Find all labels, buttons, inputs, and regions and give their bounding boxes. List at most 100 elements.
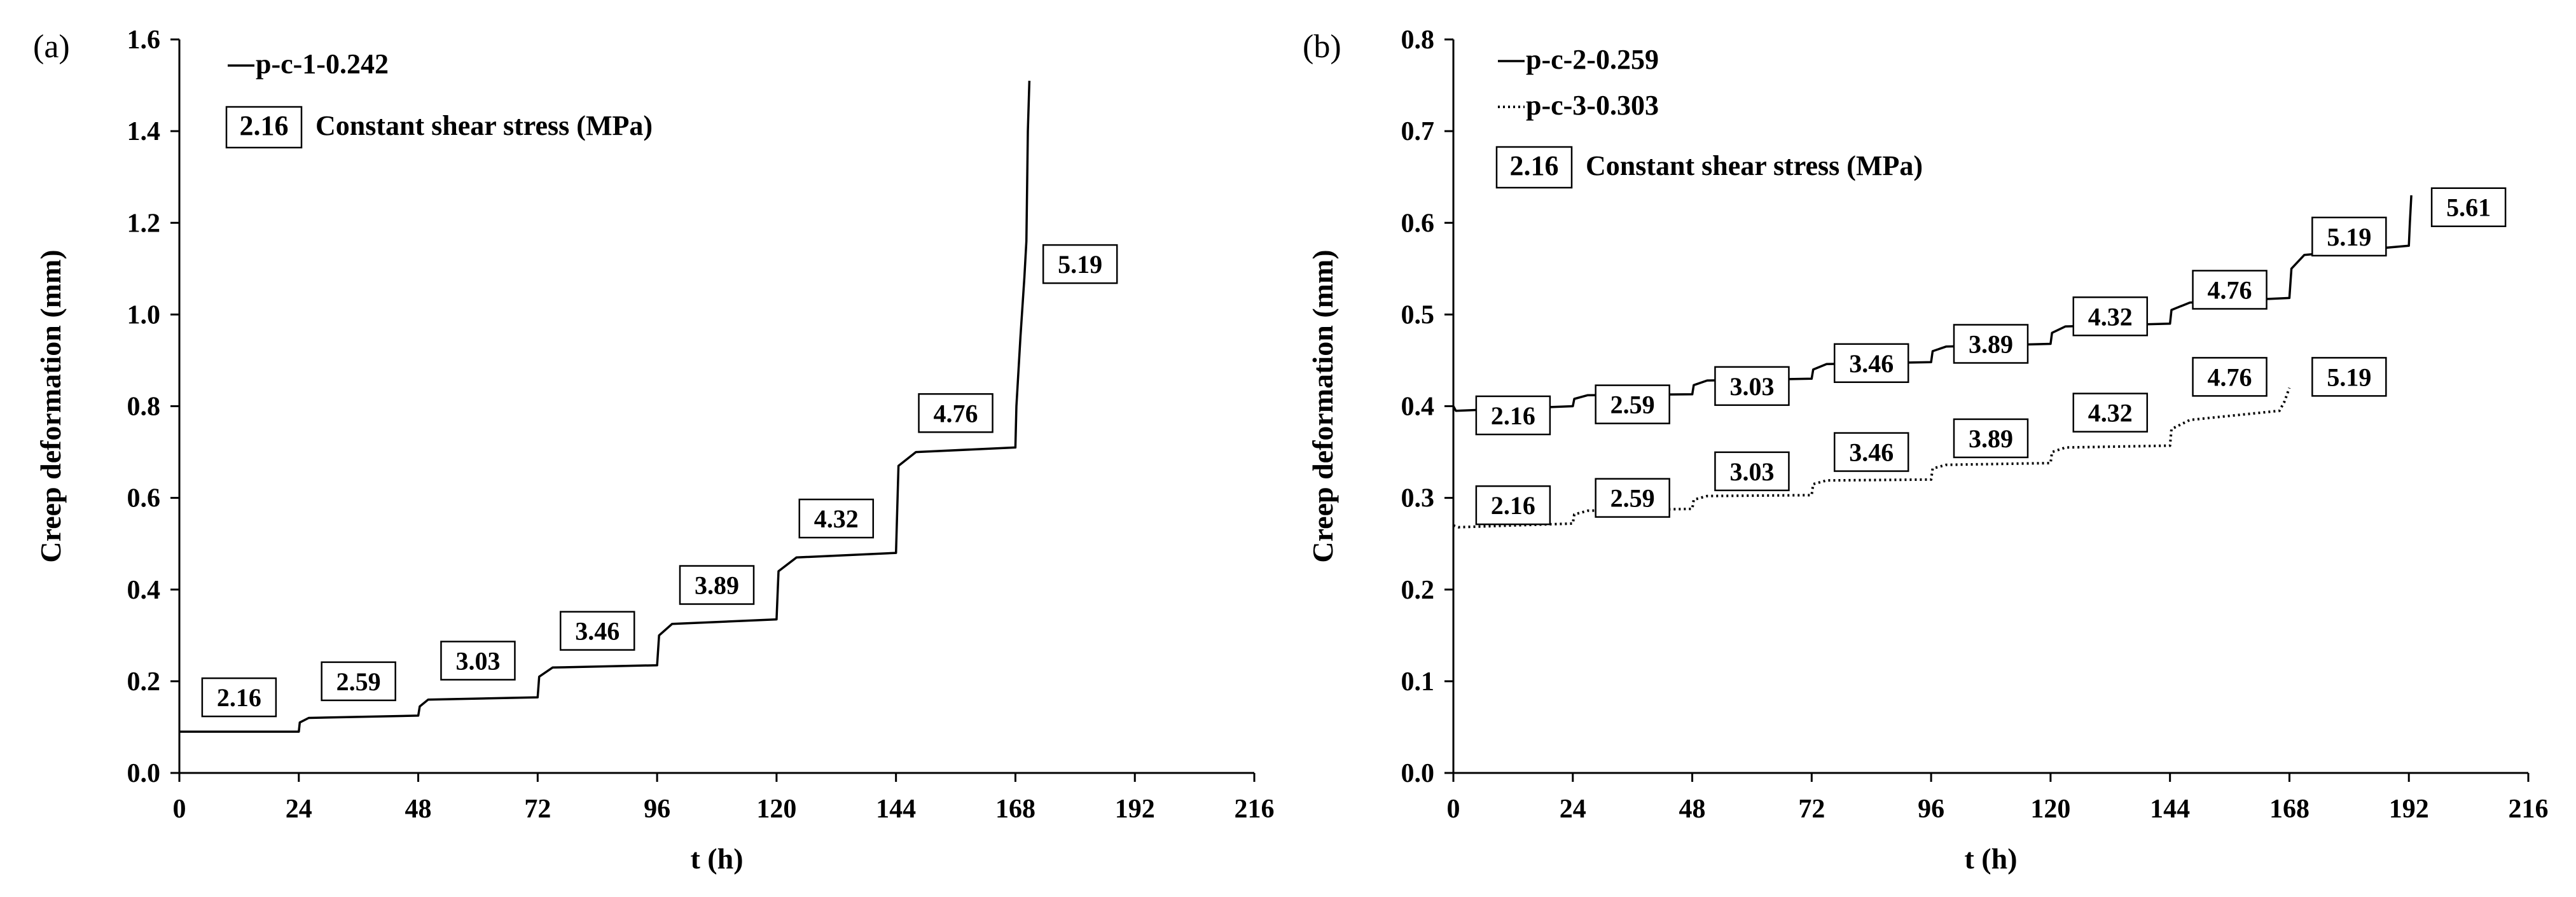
y-tick-label: 0.8 [1401,25,1435,55]
stress-label-frame [2192,270,2268,310]
y-tick-label: 1.6 [127,25,161,55]
stress-label-frame [440,641,516,681]
stress-label-frame [1953,418,2029,459]
y-tick-label: 0.5 [1401,300,1435,330]
stress-label: 4.32 [2088,399,2133,428]
series-line-p-c-2-0.259 [1452,195,2413,412]
box-legend-sample: 2.16 [240,110,289,141]
stress-label-frame [1833,343,1909,384]
legend-label: p-c-3-0.303 [1526,90,1659,121]
x-tick-label: 72 [524,795,551,824]
x-tick-label: 216 [1235,795,1275,824]
stress-label-frame [679,565,755,605]
y-tick-label: 0.6 [127,484,161,513]
box-legend-sample-frame [1495,146,1573,189]
stress-label: 4.76 [934,399,978,428]
stress-label-frame [1475,485,1551,525]
stress-label: 3.03 [1729,457,1774,486]
panel-label: (b) [1303,29,1341,65]
stress-label-frame [2072,296,2149,337]
y-tick-label: 0.0 [1401,759,1435,788]
stress-label-frame [2430,187,2507,227]
stress-label-frame [798,498,875,539]
stress-label: 3.89 [695,571,739,600]
stress-label-frame [1042,244,1118,284]
stress-label: 5.61 [2446,193,2491,222]
x-tick-label: 0 [1447,795,1460,824]
stress-label: 3.89 [1969,424,2013,453]
x-axis-title: t (h) [1964,842,2017,875]
x-tick-label: 48 [405,795,432,824]
stress-label: 5.19 [1058,250,1102,279]
stress-label-frame [2311,216,2387,257]
stress-label: 2.59 [1610,391,1655,419]
x-tick-label: 120 [2030,795,2070,824]
x-tick-label: 168 [2269,795,2309,824]
x-tick-label: 96 [1918,795,1944,824]
y-axis-title: Creep deformation (mm) [1306,249,1339,562]
stress-label-frame [1953,324,2029,364]
y-tick-label: 1.4 [127,117,161,146]
y-tick-label: 0.2 [1401,576,1435,605]
stress-label: 3.89 [1969,330,2013,358]
stress-label: 2.16 [1491,401,1535,430]
stress-label-frame [1714,366,1790,407]
y-tick-label: 0.3 [1401,484,1435,513]
stress-label: 5.19 [2327,223,2371,251]
x-tick-label: 192 [1115,795,1155,824]
box-legend-text: Constant shear stress (MPa) [315,110,653,141]
x-tick-label: 192 [2389,795,2429,824]
stress-label-frame [1475,395,1551,436]
stress-label: 5.19 [2327,363,2371,391]
x-tick-label: 96 [644,795,670,824]
y-tick-label: 0.1 [1401,667,1435,697]
y-axis-title: Creep deformation (mm) [34,249,67,562]
stress-label-frame [1595,478,1670,518]
chart-panel-a: (a) 0.0 0.2 0.4 0.6 0.8 1.0 1.2 1.4 1.6 0 24 48 72 96 1… [33,25,1275,875]
legend-label: p-c-1-0.242 [256,48,389,80]
stress-label-frame [2311,357,2387,397]
stress-label: 4.76 [2208,363,2252,391]
stress-label: 2.59 [1610,484,1655,513]
x-tick-label: 168 [995,795,1035,824]
y-tick-label: 0.0 [127,759,161,788]
chart-panel-b: (b) 0.0 0.1 0.2 0.3 0.4 0.5 0.6 0.7 0.8 0 24 48 72 96 1… [1303,25,2549,875]
panel-label: (a) [33,29,70,65]
stress-label-frame [559,611,635,651]
series-line-p-c-1-0.242 [179,80,1031,733]
stress-label: 4.32 [814,504,859,533]
stress-label-frame [1833,432,1909,472]
x-tick-label: 144 [2150,795,2190,824]
stress-label: 4.76 [2208,275,2252,304]
box-legend-sample-frame [225,106,303,149]
stress-label-frame [2072,393,2149,433]
y-tick-label: 0.4 [1401,393,1435,422]
series-line-p-c-3-0.303 [1453,387,2291,529]
stress-label: 2.16 [1491,491,1535,520]
stress-label-frame [201,677,277,718]
stress-label-frame [2192,357,2268,397]
stress-label: 4.32 [2088,302,2133,331]
stress-label: 3.46 [1849,349,1894,378]
y-tick-label: 1.2 [127,209,161,238]
x-tick-label: 24 [1560,795,1586,824]
stress-label: 3.03 [1729,372,1774,401]
box-legend-sample: 2.16 [1510,150,1559,181]
y-tick-label: 0.8 [127,393,161,422]
x-axis-title: t (h) [690,842,743,875]
y-tick-label: 0.2 [127,667,161,697]
x-tick-label: 120 [756,795,796,824]
x-tick-label: 72 [1798,795,1825,824]
stress-label: 2.59 [336,667,381,696]
box-legend-text: Constant shear stress (MPa) [1586,150,1923,181]
stress-label: 3.46 [575,617,620,646]
stress-label-frame [321,661,396,702]
stress-label-frame [918,393,994,433]
x-tick-label: 216 [2509,795,2549,824]
stress-label: 2.16 [217,683,261,712]
x-tick-label: 48 [1679,795,1706,824]
y-tick-label: 1.0 [127,300,161,330]
legend-label: p-c-2-0.259 [1526,44,1659,75]
x-tick-label: 24 [286,795,312,824]
